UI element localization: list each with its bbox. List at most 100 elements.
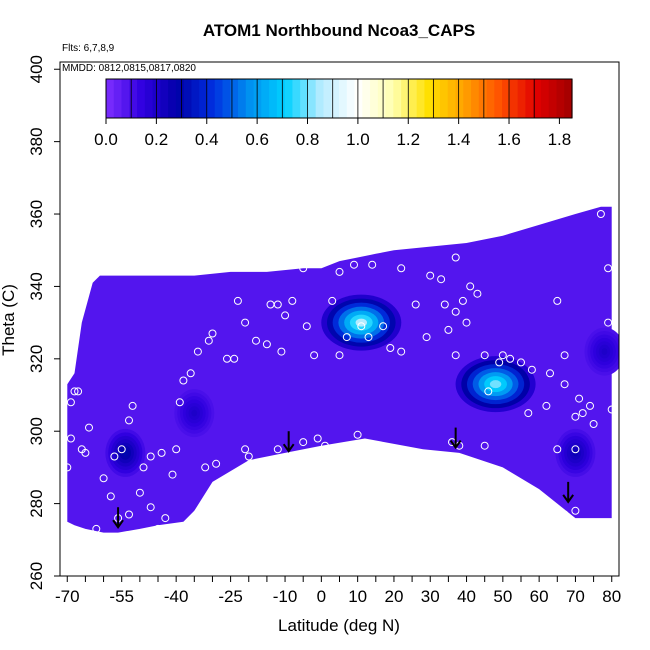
colorbar-segment [385,79,394,118]
concentration-field [67,206,619,533]
y-tick-label: 260 [27,562,46,590]
colorbar-segment [214,79,224,118]
x-tick-label: 20 [384,587,403,606]
colorbar-segment [199,79,208,118]
colorbar-segment [121,79,130,118]
colorbar-segment [253,79,262,118]
sample-point [524,409,533,418]
colorbar-segment [261,79,270,118]
y-tick-label: 300 [27,417,46,445]
sample-point [146,503,155,512]
sample-point [110,452,119,461]
colorbar-segment [509,79,519,118]
colorbar-segment [416,79,426,118]
sample-point [451,351,460,360]
colorbar-segment [548,79,558,118]
x-tick-label: -25 [218,587,243,606]
x-tick-label: 30 [421,587,440,606]
dates-annotation: MMDD: 0812,0815,0817,0820 [62,63,196,74]
sample-point [560,510,569,519]
colorbar-segment [137,79,146,118]
x-tick-label: 50 [493,587,512,606]
sample-point [302,322,311,331]
x-tick-label: -70 [55,587,80,606]
flight-direction-arrows [112,427,574,529]
sample-point [128,401,137,410]
sample-point [451,253,460,262]
down-arrow-icon [112,507,124,529]
sample-point [422,333,431,342]
sample-point [462,318,471,327]
y-tick-label: 400 [27,55,46,83]
colorbar-segment [307,79,317,118]
sample-point [313,434,322,443]
colorbar-segment [323,79,332,118]
x-tick-label: 70 [566,587,585,606]
sample-point [575,394,584,403]
flights-annotation: Flts: 6,7,8,9 [62,43,115,54]
sample-point [244,452,253,461]
sample-point [451,307,460,316]
sample-point [117,445,126,454]
field-blob [489,380,502,389]
colorbar-segment [152,79,161,118]
colorbar-segment [230,79,239,118]
sample-point [106,492,115,501]
sample-point [571,412,580,421]
colorbar-segment [331,79,340,118]
colorbar-segment [238,79,247,118]
field-blob [191,409,198,417]
sample-point [154,524,162,533]
sample-points [63,210,616,533]
colorbar-segment [284,79,293,118]
sample-point [299,438,308,447]
y-tick-label: 280 [27,489,46,517]
colorbar-segment [106,79,115,118]
sample-point [426,271,435,280]
y-tick-label: 380 [27,127,46,155]
sample-point [589,420,598,428]
sample-point [335,267,344,276]
sample-point [560,380,569,389]
sample-point [204,336,213,345]
colorbar-segment [502,79,511,118]
sample-point [125,510,133,519]
sample-point [466,282,475,291]
field-blob [601,348,608,355]
colorbar-segment [540,79,550,118]
arrow-head [562,494,574,504]
sample-point [273,300,282,309]
colorbar-segment [160,79,169,118]
sample-point [495,358,504,367]
colorbar-segment [439,79,449,118]
sample-point [353,430,362,439]
sample-point [473,289,482,298]
colorbar: 0.0 0.2 0.4 0.6 0.8 1.0 1.2 1.4 1.6 1.8 [94,78,573,149]
sample-point [386,344,395,352]
sample-point [444,325,453,334]
colorbar-segment [494,79,503,118]
colorbar-segment [339,79,348,118]
colorbar-segment [168,79,177,118]
colorbar-segment [455,79,464,118]
colorbar-segment [370,79,379,118]
sample-point [546,369,554,378]
colorbar-segment [269,79,278,118]
colorbar-tick-label: 0.6 [245,130,269,149]
sample-point [310,351,319,360]
sample-point [527,365,536,374]
sample-point [85,423,93,432]
colorbar-tick-label: 0.8 [296,130,320,149]
colorbar-segment [354,79,363,118]
colorbar-tick-label: 1.8 [548,130,572,149]
colorbar-segment [556,79,565,118]
x-tick-label: -40 [164,587,189,606]
sample-point [549,514,558,523]
down-arrow-icon [282,431,295,453]
sample-point [273,445,282,454]
colorbar-segment [393,79,402,118]
colorbar-segment [463,79,472,118]
colorbar-segment [432,79,441,118]
sample-point [66,434,75,443]
